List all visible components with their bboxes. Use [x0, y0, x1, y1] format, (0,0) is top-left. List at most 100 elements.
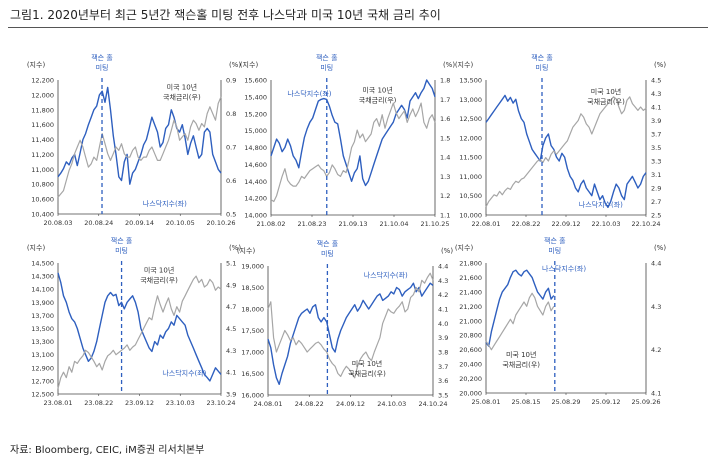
x-tick-label: 20.10.26 [207, 219, 236, 227]
right-tick-label: 1.6 [440, 115, 450, 123]
right-tick-label: 1.4 [440, 154, 450, 162]
left-tick-label: 12,000 [31, 91, 54, 99]
right-tick-label: 1.3 [440, 173, 450, 181]
right-tick-label: 2.9 [651, 185, 661, 193]
x-tick-label: 25.08.29 [552, 398, 581, 406]
left-tick-label: 20,600 [459, 346, 482, 354]
right-tick-label: 3.8 [438, 349, 448, 357]
right-tick-label: 0.7 [226, 144, 236, 152]
right-tick-label: 0.6 [226, 177, 236, 185]
x-tick-label: 21.08.23 [298, 220, 327, 228]
x-tick-label: 20.08.03 [44, 219, 73, 227]
right-tick-label: 1.5 [440, 134, 450, 142]
right-tick-label: 0.8 [226, 110, 236, 118]
right-tick-label: 3.7 [438, 363, 448, 371]
left-tick-label: 11,000 [31, 166, 54, 174]
left-tick-label: 20,800 [459, 332, 482, 340]
right-tick-label: 4.1 [651, 390, 661, 398]
x-tick-label: 23.10.24 [207, 399, 236, 407]
right-tick-label: 3.5 [438, 392, 448, 400]
left-tick-label: 17,500 [241, 327, 264, 335]
left-unit-label: (지수) [240, 60, 259, 69]
yield-series-label-line1: 미국 10년 [167, 83, 197, 92]
right-tick-label: 4.9 [226, 281, 236, 289]
yield-series-label-line1: 미국 10년 [352, 359, 382, 368]
nasdaq-series-line [270, 79, 436, 187]
left-tick-label: 11,500 [459, 154, 482, 162]
yield-series-line [485, 96, 647, 208]
right-tick-label: 4.4 [438, 263, 448, 271]
right-unit-label: (%) [654, 61, 666, 69]
right-tick-label: 3.9 [226, 391, 236, 399]
right-tick-label: 3.9 [438, 334, 448, 342]
right-unit-label: (%) [654, 244, 666, 252]
left-tick-label: 20,400 [459, 361, 482, 369]
right-tick-label: 4.3 [651, 90, 661, 98]
left-tick-label: 11,400 [31, 136, 54, 144]
left-tick-label: 13,500 [459, 77, 482, 85]
left-tick-label: 15,200 [244, 110, 267, 118]
x-tick-label: 25.08.15 [512, 398, 541, 406]
left-tick-label: 13,900 [31, 299, 54, 307]
yield-series-label-line2: 국채금리(우) [587, 97, 625, 106]
x-tick-label: 20.08.24 [84, 219, 113, 227]
event-label-line1: 잭슨 홀 [316, 53, 338, 62]
right-tick-label: 4.3 [438, 277, 448, 285]
right-tick-label: 4.7 [226, 303, 236, 311]
left-tick-label: 15,400 [244, 93, 267, 101]
left-tick-label: 18,000 [241, 306, 264, 314]
left-tick-label: 14,000 [244, 212, 267, 220]
left-tick-label: 21,200 [459, 303, 482, 311]
right-tick-label: 4.5 [651, 77, 661, 85]
x-tick-label: 24.10.03 [377, 400, 406, 408]
yield-series-label-line1: 미국 10년 [506, 350, 536, 359]
left-tick-label: 21,800 [459, 260, 482, 268]
right-unit-label: (%) [229, 244, 241, 252]
left-tick-label: 20,200 [459, 375, 482, 383]
right-tick-label: 4.2 [651, 346, 661, 354]
right-tick-label: 3.5 [651, 144, 661, 152]
nasdaq-series-line [485, 94, 647, 209]
figure-title: 그림1. 2020년부터 최근 5년간 잭슨홀 미팅 전후 나스닥과 미국 10… [10, 8, 441, 22]
x-tick-label: 21.10.25 [421, 220, 450, 228]
right-tick-label: 4.1 [226, 369, 236, 377]
left-tick-label: 10,500 [459, 192, 482, 200]
chart-panel-2025: (지수) (%) 21,800 21,600 21,400 21,200 21,000 20,… [455, 236, 666, 406]
left-tick-label: 13,000 [459, 96, 482, 104]
nasdaq-series-label: 나스닥지수(좌) [143, 199, 187, 208]
left-tick-label: 16,000 [241, 392, 264, 400]
nasdaq-series-line [57, 86, 222, 185]
left-unit-label: (지수) [455, 243, 474, 252]
chart-panel-2020: (지수) (%) 12,200 12,000 11,800 11,600 11,400 11,… [27, 53, 241, 227]
nasdaq-series-label: 나스닥지수(좌) [364, 271, 408, 280]
left-tick-label: 17,000 [241, 349, 264, 357]
left-tick-label: 11,800 [31, 106, 54, 114]
left-unit-label: (지수) [455, 60, 474, 69]
left-tick-label: 12,700 [31, 377, 54, 385]
right-tick-label: 1.2 [440, 192, 450, 200]
event-label-line2: 미팅 [96, 63, 109, 72]
left-tick-label: 10,400 [31, 211, 54, 219]
yield-series-line [270, 102, 436, 203]
left-tick-label: 16,500 [241, 370, 264, 378]
yield-series-label-line1: 미국 10년 [362, 85, 392, 94]
left-tick-label: 12,200 [31, 77, 54, 85]
yield-series-label-line2: 국채금리(우) [140, 276, 178, 285]
event-label-line1: 잭슨 홀 [111, 236, 133, 245]
chart-panel-2021: (지수) (%) 15,600 15,400 15,200 15,000 14,800 14,… [240, 53, 455, 228]
right-tick-label: 1.1 [440, 212, 450, 220]
x-tick-label: 23.08.01 [44, 399, 73, 407]
left-tick-label: 15,000 [244, 127, 267, 135]
event-label-line1: 잭슨 홀 [91, 53, 113, 62]
right-unit-label: (%) [229, 61, 241, 69]
right-tick-label: 0.5 [226, 211, 236, 219]
right-tick-label: 3.1 [651, 171, 661, 179]
left-tick-label: 12,000 [459, 134, 482, 142]
chart-panel-2024: (지수) (%) 19,000 18,500 18,000 17,500 17,000 16,… [237, 239, 453, 408]
x-tick-label: 25.09.12 [592, 398, 621, 406]
right-tick-label: 4.0 [438, 320, 448, 328]
left-tick-label: 11,000 [459, 173, 482, 181]
event-label-line2: 미팅 [320, 63, 333, 72]
right-tick-label: 4.2 [438, 291, 448, 299]
